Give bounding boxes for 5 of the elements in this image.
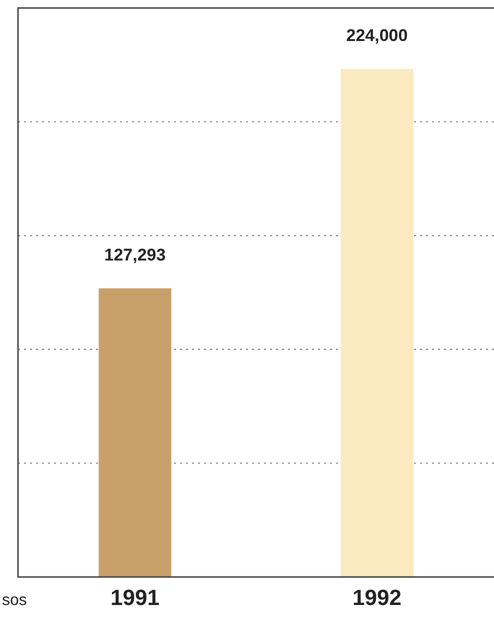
x-tick-label: 1991 (110, 585, 160, 610)
x-tick-label: 1992 (352, 585, 402, 610)
data-label: 224,000 (346, 26, 408, 45)
data-label: 127,293 (104, 245, 166, 264)
text: sos (2, 592, 27, 609)
